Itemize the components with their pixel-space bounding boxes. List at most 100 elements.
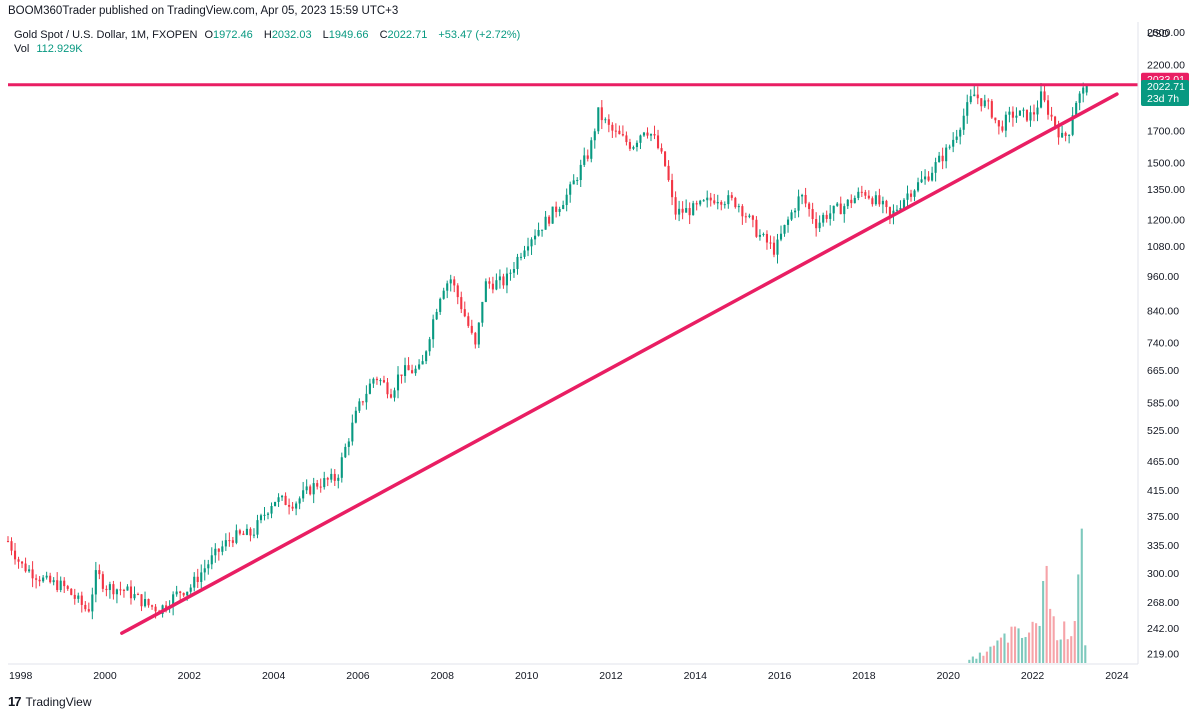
symbol-name[interactable]: Gold Spot / U.S. Dollar, 1M, FXOPEN: [14, 29, 198, 41]
candle-body: [305, 486, 308, 491]
price-tick-label: 1500.00: [1147, 157, 1185, 169]
volume-bar: [971, 656, 974, 663]
candle-body: [361, 401, 364, 403]
volume-bar: [989, 646, 992, 663]
candle-body: [758, 234, 761, 237]
candle-body: [231, 540, 234, 543]
candle-body: [1039, 91, 1043, 108]
candle-body: [519, 256, 523, 258]
tradingview-logo-icon: 17: [8, 694, 22, 709]
candle-body: [772, 242, 776, 255]
candle-body: [435, 311, 438, 320]
candle-body: [249, 528, 252, 536]
volume-label[interactable]: Vol: [14, 43, 30, 55]
time-axis[interactable]: 1998 2000 2002 2004 2006 2008 2010 2012 2014 2016…: [9, 670, 1129, 682]
candle-body: [316, 483, 319, 487]
price-axis[interactable]: 2500.00 2200.00 1700.00 1500.00 1350.00 1200.…: [1147, 27, 1185, 660]
candle-body: [189, 587, 192, 592]
candle-body: [351, 422, 354, 442]
candle-body: [1022, 109, 1025, 111]
open-label: O: [204, 29, 214, 41]
candle-body: [400, 374, 403, 376]
candle-body: [498, 276, 501, 281]
candle-body: [829, 213, 832, 219]
time-tick-label: 2006: [346, 670, 370, 682]
candle-body: [288, 504, 291, 507]
candle-body: [948, 146, 951, 148]
candle-body: [252, 534, 256, 536]
candle-body: [895, 209, 899, 211]
time-tick-label: 2004: [262, 670, 286, 682]
candle-body: [396, 374, 400, 391]
candle-body: [916, 182, 920, 191]
candle-body: [126, 586, 129, 591]
candle-body: [210, 555, 213, 565]
candle-body: [42, 577, 45, 582]
candle-body: [569, 184, 572, 195]
candle-body: [607, 119, 610, 125]
candle-body: [66, 586, 69, 589]
time-tick-label: 2014: [684, 670, 708, 682]
candle-body: [470, 325, 473, 333]
price-tick-label: 665.00: [1147, 365, 1179, 377]
volume-bar: [975, 658, 978, 663]
candle-body: [151, 605, 154, 607]
candle-body: [347, 441, 350, 447]
candle-body: [639, 135, 642, 143]
candle-body: [618, 130, 621, 135]
candle-body: [505, 273, 508, 286]
publish-info: BOOM360Trader published on TradingView.c…: [8, 5, 399, 17]
candle-body: [284, 495, 287, 505]
candle-body: [1001, 126, 1004, 131]
candle-body: [165, 605, 168, 609]
change-value: +53.47 (+2.72%): [438, 29, 521, 41]
volume-bar: [1017, 628, 1020, 663]
candle-body: [955, 136, 958, 140]
volume-bar: [1063, 621, 1066, 663]
candle-body: [403, 365, 407, 376]
candle-body: [1085, 86, 1088, 93]
candle-body: [611, 124, 614, 131]
candle-body: [558, 208, 561, 212]
candle-body: [548, 216, 551, 224]
price-tick-label: 525.00: [1147, 425, 1179, 437]
candle-body: [484, 281, 487, 302]
candle-body: [221, 546, 224, 552]
candle-body: [857, 191, 860, 198]
candle-body: [671, 180, 674, 198]
candle-body: [783, 224, 786, 234]
time-tick-label: 2010: [515, 670, 539, 682]
candle-body: [175, 591, 178, 595]
candle-body: [80, 595, 83, 605]
candle-body: [825, 214, 828, 219]
candle-body: [389, 394, 393, 398]
candle-body: [456, 285, 459, 298]
candle-body: [762, 233, 765, 235]
candle-body: [263, 514, 266, 516]
candle-body: [38, 579, 41, 582]
volume-bar: [1024, 637, 1027, 663]
candle-body: [140, 594, 143, 607]
price-tick-label: 585.00: [1147, 398, 1179, 410]
candle-body: [481, 301, 484, 323]
candle-body: [906, 193, 909, 200]
symbol-legend: Gold Spot / U.S. Dollar, 1M, FXOPEN O197…: [14, 29, 524, 41]
candle-body: [1071, 115, 1074, 135]
candle-body: [411, 370, 414, 374]
candle-body: [938, 155, 941, 163]
candle-body: [927, 176, 930, 181]
candle-body: [94, 570, 97, 595]
candle-body: [10, 541, 13, 551]
candle-body: [523, 250, 526, 257]
price-tick-label: 268.00: [1147, 597, 1179, 609]
time-tick-label: 2008: [431, 670, 455, 682]
candle-body: [56, 580, 59, 591]
candle-body: [706, 197, 709, 201]
candle-body: [59, 580, 62, 591]
trend-line[interactable]: [120, 92, 1119, 635]
candle-body: [945, 147, 948, 162]
candle-body: [878, 195, 881, 205]
candle-body: [105, 588, 108, 591]
candle-body: [449, 279, 452, 284]
